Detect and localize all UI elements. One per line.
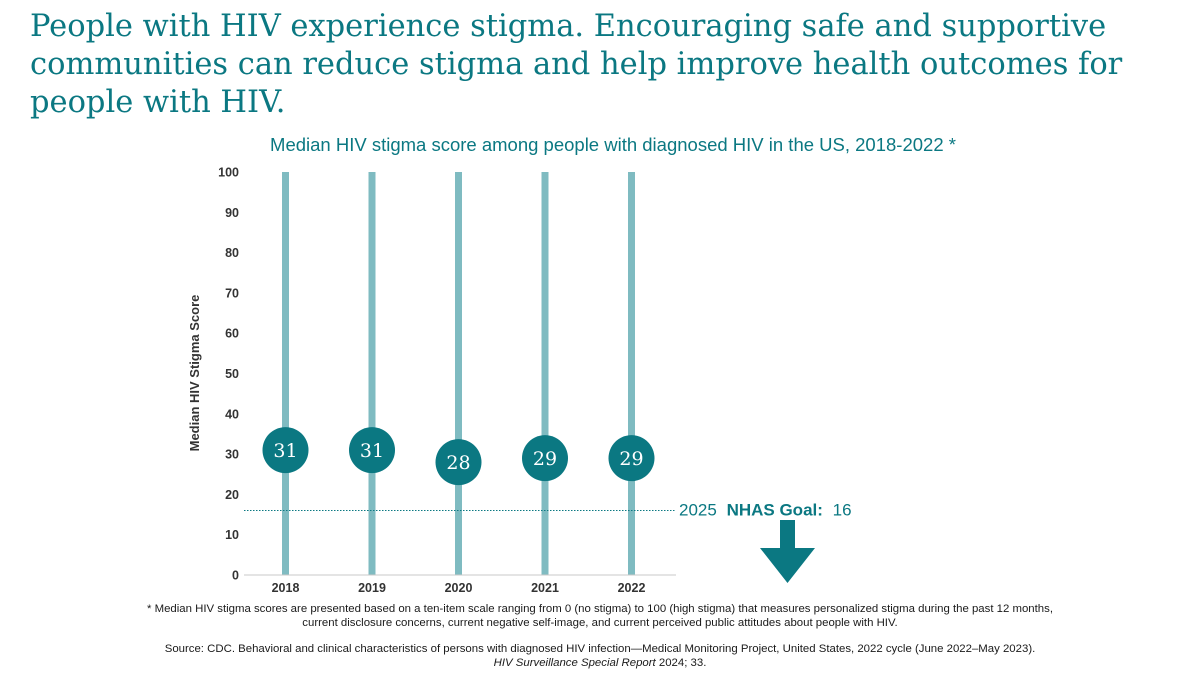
goal-label-value: 16 [833, 501, 852, 520]
y-axis-ticks: 0 10 20 30 40 50 60 70 80 90 100 [218, 166, 239, 583]
data-label: 31 [273, 440, 297, 462]
x-tick-label: 2021 [531, 581, 559, 595]
down-arrow-icon [760, 520, 815, 583]
year-stem [628, 172, 635, 575]
x-tick-label: 2022 [618, 581, 646, 595]
y-tick-label: 90 [225, 206, 239, 220]
y-tick-label: 30 [225, 448, 239, 462]
goal-label-prefix: 2025 [679, 501, 717, 520]
source-journal: HIV Surveillance Special Report [493, 657, 656, 669]
data-point [608, 435, 655, 482]
year-stem [455, 172, 462, 575]
data-point [262, 427, 309, 474]
goal-label-bold: NHAS Goal: [727, 501, 823, 520]
y-tick-label: 80 [225, 246, 239, 260]
source-citation: Source: CDC. Behavioral and clinical cha… [0, 642, 1200, 670]
data-points: 31 31 28 29 29 [262, 427, 655, 486]
data-label: 29 [619, 448, 643, 470]
goal-label: 2025 NHAS Goal: 16 [679, 501, 852, 520]
year-stem [368, 172, 376, 575]
y-tick-label: 60 [225, 327, 239, 341]
footnote: * Median HIV stigma scores are presented… [0, 602, 1200, 630]
y-tick-label: 100 [218, 166, 239, 180]
data-label: 31 [360, 440, 384, 462]
data-label: 29 [533, 448, 557, 470]
year-stem [282, 172, 289, 575]
y-tick-label: 20 [225, 488, 239, 502]
footnote-line-1: * Median HIV stigma scores are presented… [146, 603, 1054, 615]
x-tick-label: 2018 [272, 581, 300, 595]
year-stems [282, 172, 635, 575]
footnote-line-2: current disclosure concerns, current neg… [302, 617, 898, 629]
y-tick-label: 50 [225, 367, 239, 381]
headline: People with HIV experience stigma. Encou… [30, 9, 1123, 120]
source-issue: 2024; 33. [655, 657, 707, 669]
chart-title: Median HIV stigma score among people wit… [270, 134, 956, 155]
data-point [522, 435, 568, 482]
data-point [435, 439, 482, 486]
source-line-1: Source: CDC. Behavioral and clinical cha… [164, 643, 1036, 655]
y-tick-label: 70 [225, 286, 239, 300]
year-stem [541, 172, 549, 575]
x-tick-label: 2019 [358, 581, 386, 595]
y-tick-label: 10 [225, 528, 239, 542]
x-tick-label: 2020 [445, 581, 473, 595]
data-point [349, 427, 395, 474]
source-line-2: HIV Surveillance Special Report 2024; 33… [0, 656, 1200, 670]
data-label: 28 [446, 452, 470, 474]
y-tick-label: 40 [225, 407, 239, 421]
y-tick-label: 0 [232, 569, 239, 583]
x-axis-ticks: 2018 2019 2020 2021 2022 [272, 581, 646, 595]
y-axis-label: Median HIV Stigma Score [187, 295, 202, 452]
